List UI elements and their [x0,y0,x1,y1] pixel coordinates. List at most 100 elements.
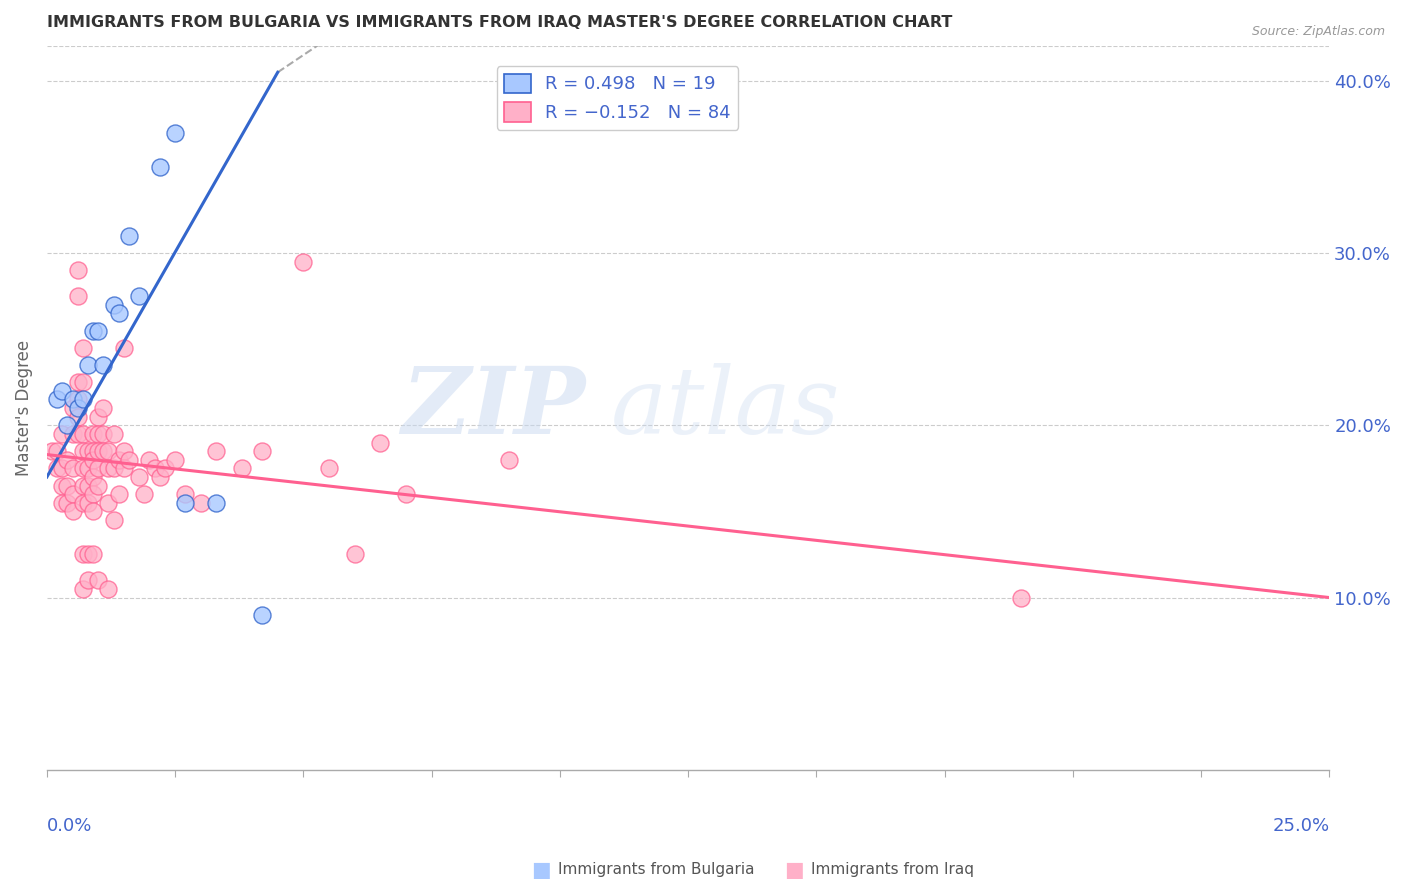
Point [143,461,166,475]
Text: Source: ZipAtlas.com: Source: ZipAtlas.com [1251,25,1385,38]
Point [292,254,315,268]
Point [62,426,84,441]
Point [66,263,89,277]
Point [128,289,150,303]
Y-axis label: Master's Degree: Master's Degree [15,340,32,476]
Point [103,298,125,312]
Point [343,548,366,562]
Point [72,548,94,562]
Point [138,452,160,467]
Point [134,487,156,501]
Point [66,289,89,303]
Point [87,461,110,475]
Point [97,582,120,596]
Point [82,444,104,458]
Point [87,478,110,492]
Point [91,426,114,441]
Point [77,358,100,372]
Point [77,548,100,562]
Point [231,461,253,475]
Point [82,324,104,338]
Text: 0.0%: 0.0% [46,817,93,835]
Point [56,496,79,510]
Text: ■: ■ [531,860,551,880]
Point [87,574,110,588]
Point [82,548,104,562]
Point [107,452,129,467]
Point [165,452,187,467]
Point [77,461,100,475]
Point [41,444,63,458]
Point [368,435,391,450]
Text: ZIP: ZIP [401,363,585,453]
Point [46,392,69,407]
Point [91,401,114,416]
Point [82,426,104,441]
Point [62,401,84,416]
Point [103,461,125,475]
Point [112,461,135,475]
Legend: R = 0.498   N = 19, R = −0.152   N = 84: R = 0.498 N = 19, R = −0.152 N = 84 [496,66,738,129]
Text: IMMIGRANTS FROM BULGARIA VS IMMIGRANTS FROM IRAQ MASTER'S DEGREE CORRELATION CHA: IMMIGRANTS FROM BULGARIA VS IMMIGRANTS F… [46,15,952,30]
Point [72,392,94,407]
Point [72,496,94,510]
Point [149,470,172,484]
Text: 25.0%: 25.0% [1272,817,1329,835]
Point [87,444,110,458]
Point [82,487,104,501]
Point [72,426,94,441]
Point [77,574,100,588]
Point [128,470,150,484]
Point [46,444,69,458]
Point [91,358,114,372]
Point [91,444,114,458]
Point [174,496,197,510]
Point [165,126,187,140]
Point [72,444,94,458]
Text: ■: ■ [785,860,804,880]
Point [66,392,89,407]
Point [66,376,89,390]
Point [51,384,73,398]
Point [252,444,274,458]
Point [62,504,84,518]
Point [66,401,89,416]
Point [395,487,418,501]
Point [97,444,120,458]
Point [112,444,135,458]
Point [97,461,120,475]
Point [205,496,228,510]
Point [103,426,125,441]
Point [66,409,89,424]
Point [190,496,212,510]
Point [82,452,104,467]
Point [112,341,135,355]
Point [77,444,100,458]
Point [72,478,94,492]
Point [498,452,520,467]
Point [107,306,129,320]
Point [72,376,94,390]
Point [103,513,125,527]
Point [87,426,110,441]
Point [118,228,141,243]
Text: Immigrants from Bulgaria: Immigrants from Bulgaria [558,863,755,877]
Point [77,478,100,492]
Point [62,392,84,407]
Point [56,418,79,433]
Point [118,452,141,467]
Point [1011,591,1033,605]
Point [51,426,73,441]
Point [87,409,110,424]
Point [62,461,84,475]
Point [107,487,129,501]
Text: Immigrants from Iraq: Immigrants from Iraq [811,863,974,877]
Point [205,444,228,458]
Point [318,461,340,475]
Point [87,324,110,338]
Point [72,341,94,355]
Point [66,426,89,441]
Point [62,487,84,501]
Text: atlas: atlas [612,363,841,453]
Point [56,452,79,467]
